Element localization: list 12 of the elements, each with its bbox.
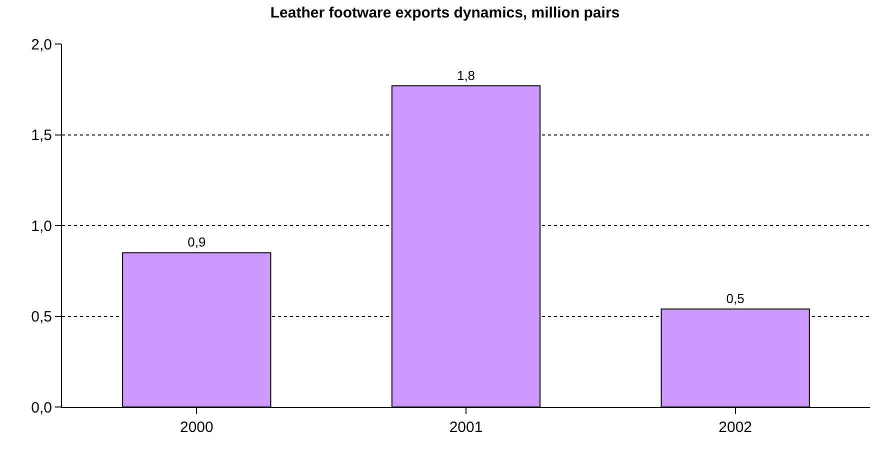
y-tick-label: 0,0	[31, 399, 52, 416]
y-tick-label: 0,5	[31, 308, 52, 326]
data-label: 0,9	[188, 234, 206, 250]
chart-title: Leather footware exports dynamics, million pairs	[270, 4, 620, 22]
y-tick-label: 1,5	[31, 127, 52, 144]
data-label: 1,8	[456, 68, 476, 83]
x-tick-label: 2001	[449, 419, 483, 436]
data-label: 0,5	[726, 290, 744, 306]
x-tick-label: 2002	[718, 419, 752, 436]
x-tick-label: 2000	[180, 419, 214, 436]
y-tick-label: 2,0	[31, 36, 52, 54]
y-tick-label: 1,0	[31, 218, 52, 235]
